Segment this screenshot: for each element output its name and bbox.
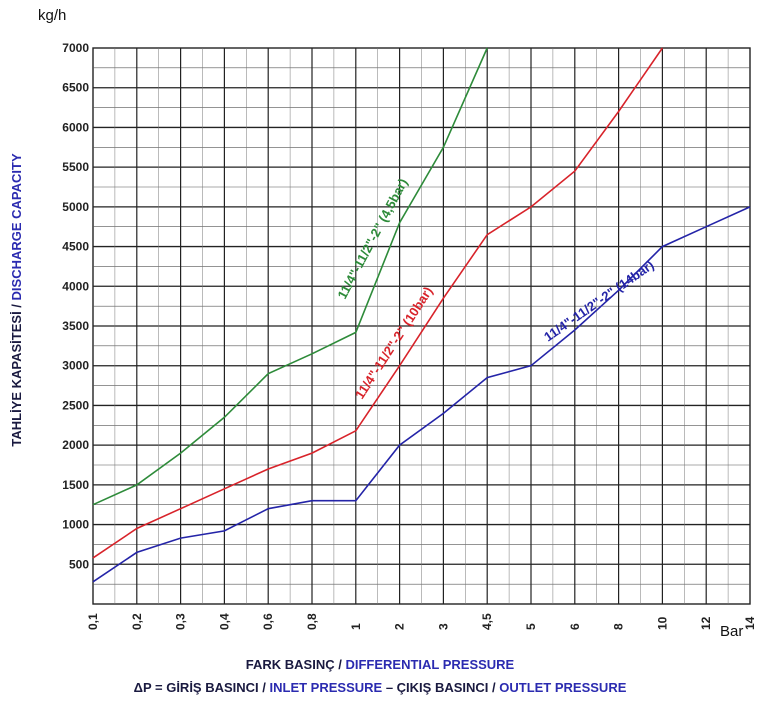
y-tick-label: 4000	[62, 279, 89, 293]
y-axis-title-en: DISCHARGE CAPACITY	[9, 153, 24, 300]
x-axis-formula: ΔP = GİRİŞ BASINCI / INLET PRESSURE – ÇI…	[0, 680, 760, 695]
y-tick-label: 6500	[62, 81, 89, 95]
y-unit-label: kg/h	[38, 7, 66, 24]
x-tick-label: 8	[612, 623, 626, 630]
x-tick-label: 10	[655, 616, 669, 630]
series-line-2	[92, 206, 751, 583]
y-tick-label: 3000	[62, 359, 89, 373]
y-axis-title: TAHLİYE KAPASİTESİ / DISCHARGE CAPACITY	[9, 153, 24, 447]
x-tick-label: 1	[349, 623, 363, 630]
y-tick-label: 2000	[62, 438, 89, 452]
x-tick-label: 0,6	[261, 613, 275, 630]
y-tick-label: 5000	[62, 200, 89, 214]
formula-part-c: – ÇIKIŞ BASINCI	[385, 680, 489, 695]
x-tick-label: 0,4	[217, 613, 231, 630]
y-tick-label: 500	[69, 557, 89, 571]
series-line-1	[92, 47, 664, 559]
formula-sep-1: /	[258, 680, 270, 695]
series-lines	[92, 47, 751, 583]
y-tick-label: 3500	[62, 319, 89, 333]
x-tick-label: 0,8	[305, 613, 319, 630]
y-axis-title-sep: /	[9, 300, 24, 311]
x-tick-label: 0,1	[86, 613, 100, 630]
y-tick-label: 1500	[62, 478, 89, 492]
y-tick-label: 4500	[62, 240, 89, 254]
x-tick-label: 0,2	[130, 613, 144, 630]
y-tick-label: 5500	[62, 160, 89, 174]
y-tick-labels: 500 1000 1500 2000 2500 3000 3500 4000 4500 5000 5…	[62, 41, 89, 571]
formula-sep-2: /	[488, 680, 500, 695]
series-line-0	[92, 47, 488, 506]
x-tick-label: 0,3	[174, 613, 188, 630]
y-axis-title-tr: TAHLİYE KAPASİTESİ	[9, 311, 24, 446]
x-axis-title-tr: FARK BASINÇ	[245, 657, 335, 672]
series-labels: 11/4"-11/2"-2" (4,5bar)11/4"-11/2"-2" (1…	[334, 176, 656, 402]
formula-part-b: INLET PRESSURE	[269, 680, 383, 695]
series-label-1: 11/4"-11/2"-2" (10bar)	[352, 284, 436, 402]
x-tick-labels: 0,1 0,2 0,3 0,4 0,6 0,8 1 2 3 4,5 5 6 8 10 12 14	[86, 613, 757, 630]
x-unit-label: Bar	[720, 623, 743, 640]
y-tick-label: 1000	[62, 518, 89, 532]
x-tick-label: 2	[393, 623, 407, 630]
x-tick-label: 14	[743, 616, 757, 630]
x-axis-title-sep: /	[334, 657, 346, 672]
y-tick-label: 6000	[62, 120, 89, 134]
x-axis-title: FARK BASINÇ / DIFFERENTIAL PRESSURE	[0, 657, 760, 672]
chart-grid	[92, 47, 751, 605]
x-tick-label: 4,5	[480, 613, 494, 630]
y-tick-label: 2500	[62, 398, 89, 412]
x-tick-label: 5	[524, 623, 538, 630]
discharge-capacity-chart: kg/h Bar TAHLİYE KAPASİTESİ / DISCHARGE …	[9, 7, 757, 640]
series-label-2: 11/4"-11/2"-2" (14bar)	[541, 257, 657, 344]
x-axis-title-en: DIFFERENTIAL PRESSURE	[345, 657, 515, 672]
x-tick-label: 3	[436, 623, 450, 630]
x-tick-label: 12	[699, 616, 713, 630]
x-tick-label: 6	[568, 623, 582, 630]
formula-part-a: ΔP = GİRİŞ BASINCI	[133, 680, 259, 695]
y-tick-label: 7000	[62, 41, 89, 55]
formula-part-d: OUTLET PRESSURE	[499, 680, 627, 695]
